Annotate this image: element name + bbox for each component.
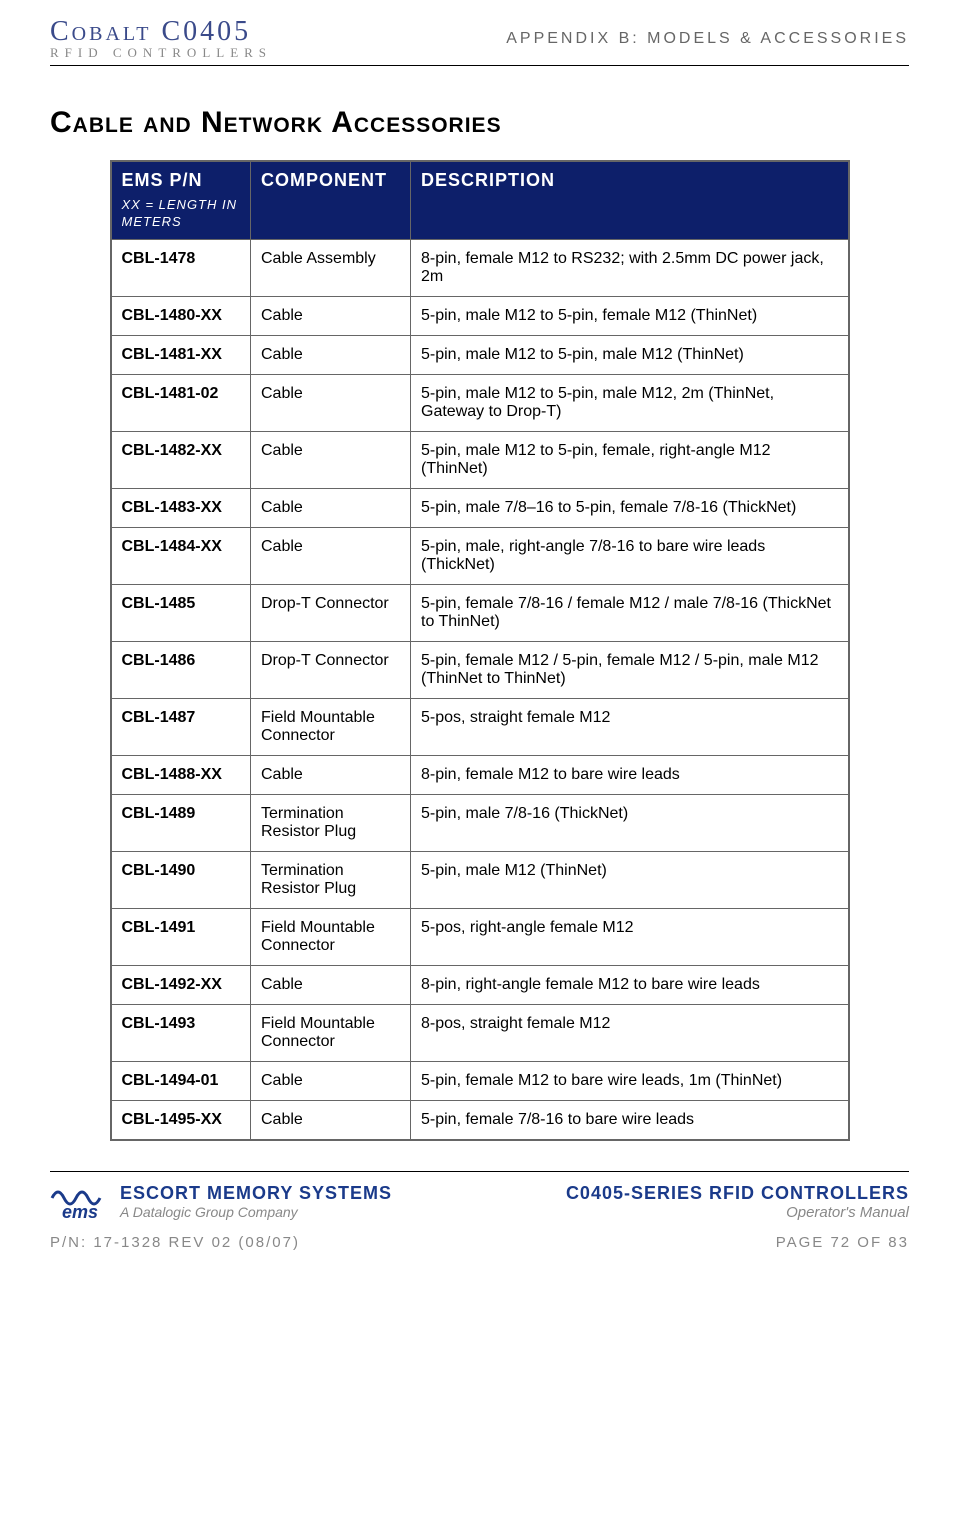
cell-description: 5-pin, male M12 to 5-pin, male M12 (Thin… (411, 335, 849, 374)
footer-product: C0405-SERIES RFID CONTROLLERS (566, 1183, 909, 1204)
page-footer: ems ESCORT MEMORY SYSTEMS A Datalogic Gr… (50, 1171, 909, 1251)
cell-component: Drop-T Connector (251, 641, 411, 698)
footer-rule (50, 1171, 909, 1172)
cell-pn: CBL-1484-XX (111, 527, 251, 584)
cell-description: 5-pin, male M12 to 5-pin, female M12 (Th… (411, 296, 849, 335)
cell-component: Field Mountable Connector (251, 1004, 411, 1061)
col-header-description: DESCRIPTION (411, 161, 849, 239)
cell-pn: CBL-1487 (111, 698, 251, 755)
cell-component: Drop-T Connector (251, 584, 411, 641)
cell-pn: CBL-1490 (111, 851, 251, 908)
brand-logo-subtitle: RFID CONTROLLERS (50, 46, 272, 59)
cell-component: Field Mountable Connector (251, 698, 411, 755)
cell-pn: CBL-1480-XX (111, 296, 251, 335)
table-row: CBL-1495-XXCable5-pin, female 7/8-16 to … (111, 1100, 849, 1140)
footer-pn: P/N: 17-1328 REV 02 (08/07) (50, 1234, 300, 1251)
footer-company: ESCORT MEMORY SYSTEMS (120, 1183, 392, 1204)
cell-pn: CBL-1491 (111, 908, 251, 965)
footer-page: PAGE 72 OF 83 (776, 1234, 909, 1251)
table-header-row: EMS P/N XX = LENGTH IN METERS COMPONENT … (111, 161, 849, 239)
cell-component: Cable Assembly (251, 239, 411, 296)
cell-description: 5-pin, female M12 / 5-pin, female M12 / … (411, 641, 849, 698)
cell-pn: CBL-1488-XX (111, 755, 251, 794)
section-title: Cable and Network Accessories (50, 106, 909, 140)
table-row: CBL-1491Field Mountable Connector5-pos, … (111, 908, 849, 965)
cell-description: 8-pos, straight female M12 (411, 1004, 849, 1061)
cell-component: Cable (251, 431, 411, 488)
cell-description: 8-pin, female M12 to RS232; with 2.5mm D… (411, 239, 849, 296)
table-row: CBL-1481-XXCable5-pin, male M12 to 5-pin… (111, 335, 849, 374)
col-header-component: COMPONENT (251, 161, 411, 239)
brand-logo: Cobalt C0405 RFID CONTROLLERS (50, 18, 272, 59)
cell-component: Termination Resistor Plug (251, 851, 411, 908)
cell-component: Cable (251, 755, 411, 794)
footer-left: ems ESCORT MEMORY SYSTEMS A Datalogic Gr… (50, 1178, 392, 1226)
cell-description: 5-pin, female 7/8-16 to bare wire leads (411, 1100, 849, 1140)
cell-description: 5-pin, female M12 to bare wire leads, 1m… (411, 1061, 849, 1100)
cell-pn: CBL-1481-02 (111, 374, 251, 431)
cell-pn: CBL-1478 (111, 239, 251, 296)
ems-logo-icon: ems (50, 1178, 110, 1226)
cell-pn: CBL-1489 (111, 794, 251, 851)
cell-component: Field Mountable Connector (251, 908, 411, 965)
cell-description: 5-pin, male M12 to 5-pin, female, right-… (411, 431, 849, 488)
cell-pn: CBL-1494-01 (111, 1061, 251, 1100)
cell-component: Termination Resistor Plug (251, 794, 411, 851)
table-row: CBL-1490Termination Resistor Plug5-pin, … (111, 851, 849, 908)
table-row: CBL-1481-02Cable5-pin, male M12 to 5-pin… (111, 374, 849, 431)
footer-product-sub: Operator's Manual (566, 1204, 909, 1221)
cell-description: 5-pin, male M12 (ThinNet) (411, 851, 849, 908)
cell-pn: CBL-1495-XX (111, 1100, 251, 1140)
svg-text:ems: ems (62, 1202, 98, 1222)
cell-description: 8-pin, right-angle female M12 to bare wi… (411, 965, 849, 1004)
footer-right: C0405-SERIES RFID CONTROLLERS Operator's… (566, 1183, 909, 1221)
cell-description: 5-pin, male 7/8-16 (ThickNet) (411, 794, 849, 851)
cell-component: Cable (251, 488, 411, 527)
cell-pn: CBL-1482-XX (111, 431, 251, 488)
cell-component: Cable (251, 374, 411, 431)
appendix-label: APPENDIX B: MODELS & ACCESSORIES (506, 30, 909, 48)
cell-description: 5-pin, female 7/8-16 / female M12 / male… (411, 584, 849, 641)
cell-component: Cable (251, 296, 411, 335)
table-row: CBL-1484-XXCable5-pin, male, right-angle… (111, 527, 849, 584)
cell-description: 5-pin, male M12 to 5-pin, male M12, 2m (… (411, 374, 849, 431)
cell-description: 8-pin, female M12 to bare wire leads (411, 755, 849, 794)
table-row: CBL-1488-XXCable8-pin, female M12 to bar… (111, 755, 849, 794)
cell-description: 5-pin, male, right-angle 7/8-16 to bare … (411, 527, 849, 584)
table-row: CBL-1480-XXCable5-pin, male M12 to 5-pin… (111, 296, 849, 335)
cell-pn: CBL-1481-XX (111, 335, 251, 374)
page-header: Cobalt C0405 RFID CONTROLLERS APPENDIX B… (50, 18, 909, 66)
table-row: CBL-1485Drop-T Connector5-pin, female 7/… (111, 584, 849, 641)
col-header-pn-sub: XX = LENGTH IN METERS (122, 197, 241, 231)
cell-component: Cable (251, 1061, 411, 1100)
table-row: CBL-1478Cable Assembly8-pin, female M12 … (111, 239, 849, 296)
footer-company-sub: A Datalogic Group Company (120, 1204, 392, 1220)
table-row: CBL-1482-XXCable5-pin, male M12 to 5-pin… (111, 431, 849, 488)
table-row: CBL-1483-XXCable5-pin, male 7/8–16 to 5-… (111, 488, 849, 527)
cell-component: Cable (251, 965, 411, 1004)
table-row: CBL-1493Field Mountable Connector8-pos, … (111, 1004, 849, 1061)
cell-pn: CBL-1493 (111, 1004, 251, 1061)
cell-pn: CBL-1483-XX (111, 488, 251, 527)
table-row: CBL-1494-01Cable5-pin, female M12 to bar… (111, 1061, 849, 1100)
table-row: CBL-1486Drop-T Connector5-pin, female M1… (111, 641, 849, 698)
table-row: CBL-1487Field Mountable Connector5-pos, … (111, 698, 849, 755)
col-header-pn: EMS P/N XX = LENGTH IN METERS (111, 161, 251, 239)
cell-component: Cable (251, 527, 411, 584)
accessories-table: EMS P/N XX = LENGTH IN METERS COMPONENT … (110, 160, 850, 1141)
cell-description: 5-pos, straight female M12 (411, 698, 849, 755)
cell-pn: CBL-1485 (111, 584, 251, 641)
col-header-pn-main: EMS P/N (122, 170, 203, 190)
table-row: CBL-1489Termination Resistor Plug5-pin, … (111, 794, 849, 851)
brand-logo-title: Cobalt C0405 (50, 18, 272, 46)
cell-description: 5-pin, male 7/8–16 to 5-pin, female 7/8-… (411, 488, 849, 527)
cell-pn: CBL-1492-XX (111, 965, 251, 1004)
cell-component: Cable (251, 1100, 411, 1140)
cell-component: Cable (251, 335, 411, 374)
table-row: CBL-1492-XXCable8-pin, right-angle femal… (111, 965, 849, 1004)
cell-description: 5-pos, right-angle female M12 (411, 908, 849, 965)
cell-pn: CBL-1486 (111, 641, 251, 698)
